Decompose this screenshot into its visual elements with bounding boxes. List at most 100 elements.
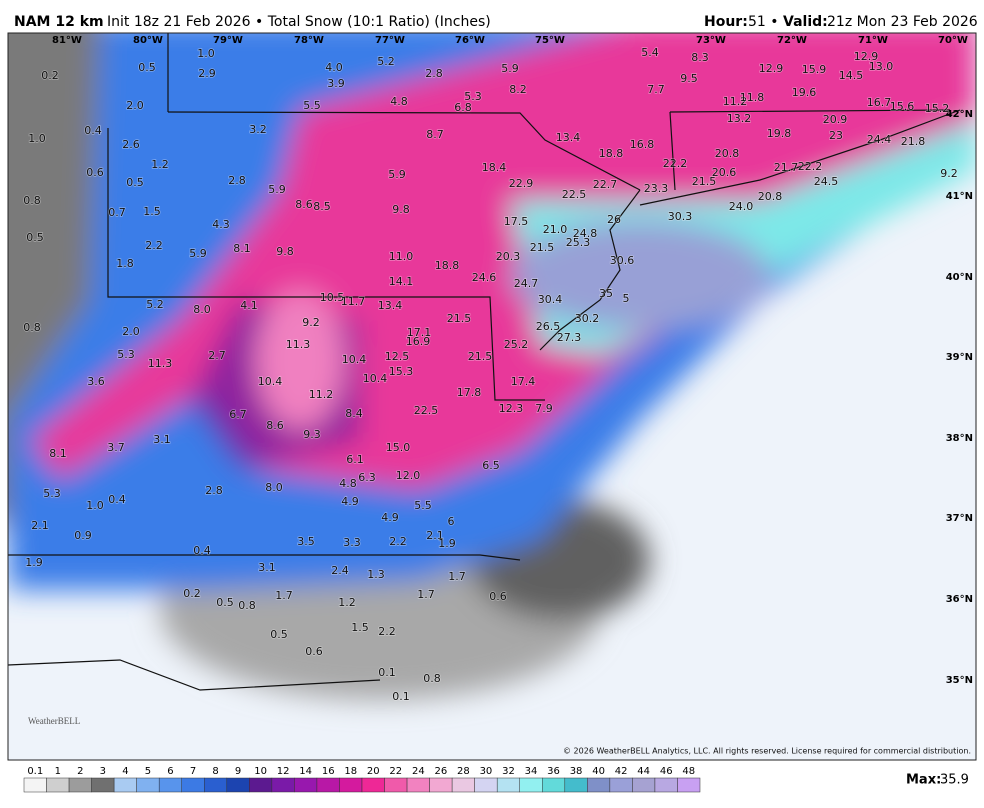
max-value: 35.9 <box>940 773 969 788</box>
colorbar-label: 6 <box>167 766 173 777</box>
snow-total-label: 19.6 <box>792 86 817 99</box>
snow-total-label: 0.5 <box>216 596 234 609</box>
snow-total-label: 0.6 <box>489 590 507 603</box>
snow-total-label: 13.4 <box>556 131 581 144</box>
snow-total-label: 11.3 <box>148 357 173 370</box>
snow-total-label: 30.3 <box>668 210 693 223</box>
snow-total-label: 5.4 <box>641 46 659 59</box>
longitude-label: 71°W <box>858 35 888 46</box>
snow-total-label: 25.2 <box>504 338 529 351</box>
colorbar-swatch <box>271 777 295 793</box>
snow-total-label: 16.7 <box>867 96 892 109</box>
snow-total-label: 9.8 <box>392 203 410 216</box>
colorbar-label: 0.1 <box>27 766 43 777</box>
colorbar-label: 10 <box>254 766 267 777</box>
snow-total-label: 17.8 <box>457 386 482 399</box>
snow-total-label: 1.9 <box>25 556 43 569</box>
colorbar-label: 8 <box>212 766 218 777</box>
snow-total-label: 2.0 <box>122 325 140 338</box>
snow-total-label: 8.5 <box>313 200 331 213</box>
snow-total-label: 20.3 <box>496 250 521 263</box>
snow-total-label: 10.4 <box>363 372 388 385</box>
valid-time: 21z Mon 23 Feb 2026 <box>827 14 978 30</box>
longitude-label: 80°W <box>133 35 163 46</box>
colorbar-label: 28 <box>457 766 470 777</box>
snow-total-label: 6 <box>448 515 455 528</box>
snow-total-label: 15.2 <box>925 102 950 115</box>
snow-total-label: 13.2 <box>727 112 752 125</box>
snow-total-label: 23.3 <box>644 182 669 195</box>
longitude-label: 73°W <box>696 35 726 46</box>
colorbar-label: 9 <box>235 766 241 777</box>
colorbar-label: 44 <box>637 766 650 777</box>
hour: 51 • <box>748 14 779 30</box>
snow-total-label: 8.1 <box>233 242 251 255</box>
snow-total-label: 0.5 <box>270 628 288 641</box>
snow-total-label: 2.2 <box>378 625 396 638</box>
latitude-label: 36°N <box>946 594 973 605</box>
snow-total-label: 13.0 <box>869 60 894 73</box>
snow-total-label: 13.4 <box>378 299 403 312</box>
snow-total-label: 35 <box>599 287 613 300</box>
snow-total-label: 5.2 <box>377 55 395 68</box>
snow-total-label: 24.5 <box>814 175 839 188</box>
snow-total-label: 0.8 <box>238 599 256 612</box>
snow-total-label: 1.8 <box>116 257 134 270</box>
snow-total-label: 21.5 <box>692 175 717 188</box>
valid-label: Valid: <box>783 14 828 30</box>
snow-total-label: 2.8 <box>228 174 246 187</box>
state-borders <box>8 33 961 691</box>
snow-total-label: 3.1 <box>153 433 171 446</box>
longitude-label: 70°W <box>938 35 968 46</box>
colorbar-swatch <box>384 777 408 793</box>
colorbar-label: 1 <box>55 766 61 777</box>
snow-total-label: 19.8 <box>767 127 792 140</box>
snow-total-label: 1.0 <box>197 47 215 60</box>
colorbar-label: 30 <box>480 766 493 777</box>
snow-total-label: 22.7 <box>593 178 618 191</box>
snow-total-label: 3.3 <box>343 536 361 549</box>
snow-total-label: 5.3 <box>464 90 482 103</box>
colorbar-swatch <box>519 777 543 793</box>
longitude-label: 75°W <box>535 35 565 46</box>
colorbar-label: 16 <box>322 766 335 777</box>
snow-total-label: 2.2 <box>389 535 407 548</box>
colorbar-swatch <box>406 777 430 793</box>
snow-total-label: 2.8 <box>205 484 223 497</box>
colorbar-swatch <box>587 777 611 793</box>
snow-total-label: 0.8 <box>423 672 441 685</box>
snow-total-label: 1.7 <box>275 589 293 602</box>
colorbar-swatch <box>542 777 566 793</box>
max-label: Max: <box>906 773 941 788</box>
snow-total-label: 1.5 <box>143 205 161 218</box>
colorbar-label: 7 <box>190 766 196 777</box>
snow-total-label: 5.9 <box>268 183 286 196</box>
colorbar-label: 42 <box>615 766 628 777</box>
snow-total-label: 2.4 <box>331 564 349 577</box>
colorbar-swatch <box>68 777 92 793</box>
colorbar-swatch <box>91 777 115 793</box>
snow-total-label: 7.7 <box>647 83 665 96</box>
snow-total-label: 2.9 <box>198 67 216 80</box>
snow-total-label: 21.8 <box>901 135 926 148</box>
snow-total-label: 2.2 <box>145 239 163 252</box>
snow-total-label: 9.8 <box>276 245 294 258</box>
hour-label: Hour: <box>704 14 748 30</box>
snow-total-label: 17.1 <box>407 326 432 339</box>
snow-total-label: 22.5 <box>414 404 439 417</box>
snow-total-label: 6.5 <box>482 459 500 472</box>
latitude-label: 38°N <box>946 433 973 444</box>
snow-total-label: 11.7 <box>341 295 366 308</box>
snow-total-label: 0.4 <box>84 124 102 137</box>
snow-total-label: 3.5 <box>297 535 315 548</box>
colorbar-swatch <box>249 777 273 793</box>
colorbar-label: 12 <box>277 766 290 777</box>
snow-total-label: 0.5 <box>126 176 144 189</box>
colorbar-swatch <box>451 777 475 793</box>
colorbar-label: 36 <box>547 766 560 777</box>
snow-total-label: 3.9 <box>327 77 345 90</box>
longitude-label: 77°W <box>375 35 405 46</box>
snow-total-label: 14.5 <box>839 69 864 82</box>
